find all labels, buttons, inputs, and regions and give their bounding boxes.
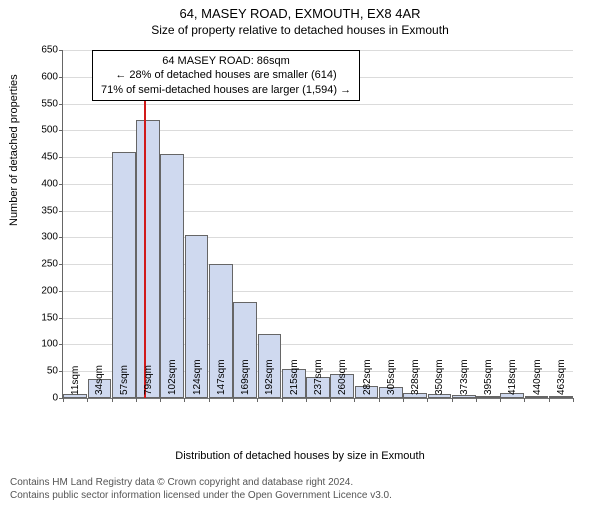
property-marker-line [144,50,146,398]
y-axis-title: Number of detached properties [8,74,20,226]
x-tick-mark [549,398,550,402]
histogram-bar [136,120,160,398]
x-tick-mark [233,398,234,402]
x-tick-label: 328sqm [410,359,421,395]
x-tick-label: 282sqm [362,359,373,395]
x-tick-label: 440sqm [532,359,543,395]
x-tick-mark [403,398,404,402]
y-tick-label: 250 [22,259,58,270]
y-tick-mark [59,211,63,212]
info-line-1: 64 MASEY ROAD: 86sqm [101,54,351,68]
x-tick-mark [452,398,453,402]
x-tick-label: 463sqm [556,359,567,395]
x-tick-mark [330,398,331,402]
y-tick-label: 0 [22,393,58,404]
x-tick-label: 237sqm [313,359,324,395]
x-tick-label: 395sqm [483,359,494,395]
y-tick-label: 500 [22,125,58,136]
x-tick-mark [476,398,477,402]
x-tick-label: 57sqm [119,365,130,395]
y-tick-label: 300 [22,232,58,243]
x-tick-mark [209,398,210,402]
y-tick-mark [59,371,63,372]
x-tick-label: 79sqm [143,365,154,395]
y-tick-label: 200 [22,285,58,296]
y-tick-mark [59,157,63,158]
y-tick-label: 350 [22,205,58,216]
x-tick-label: 147sqm [216,359,227,395]
x-tick-label: 124sqm [192,359,203,395]
x-tick-mark [379,398,380,402]
x-tick-label: 305sqm [386,359,397,395]
x-tick-label: 373sqm [459,359,470,395]
y-tick-mark [59,130,63,131]
y-tick-mark [59,291,63,292]
y-tick-label: 600 [22,71,58,82]
y-tick-mark [59,344,63,345]
page-title: 64, MASEY ROAD, EXMOUTH, EX8 4AR [0,6,600,21]
x-tick-mark [282,398,283,402]
info-line-3: 71% of semi-detached houses are larger (… [101,83,351,97]
x-tick-mark [87,398,88,402]
info-line-2: ← 28% of detached houses are smaller (61… [101,68,351,82]
x-tick-label: 34sqm [94,365,105,395]
histogram-bar [549,396,573,398]
info-box: 64 MASEY ROAD: 86sqm ← 28% of detached h… [92,50,360,101]
histogram-bar [112,152,136,398]
footer-line-2: Contains public sector information licen… [10,490,590,503]
footer-attribution: Contains HM Land Registry data © Crown c… [10,477,590,502]
y-tick-mark [59,104,63,105]
y-tick-label: 150 [22,312,58,323]
x-axis-title: Distribution of detached houses by size … [0,450,600,462]
x-tick-mark [500,398,501,402]
x-tick-mark [257,398,258,402]
x-tick-mark [160,398,161,402]
x-tick-label: 11sqm [70,366,81,395]
x-tick-mark [136,398,137,402]
page-subtitle: Size of property relative to detached ho… [0,23,600,37]
y-tick-mark [59,50,63,51]
y-tick-mark [59,237,63,238]
histogram-bar [476,396,500,398]
grid-line [63,398,573,399]
y-tick-label: 550 [22,98,58,109]
x-tick-label: 418sqm [507,359,518,395]
x-tick-mark [427,398,428,402]
footer-line-1: Contains HM Land Registry data © Crown c… [10,477,590,490]
y-tick-label: 650 [22,45,58,56]
histogram-bar [452,395,476,398]
x-tick-label: 192sqm [264,359,275,395]
y-tick-label: 100 [22,339,58,350]
x-tick-mark [184,398,185,402]
histogram-bar [525,396,549,398]
x-tick-mark [63,398,64,402]
x-tick-mark [112,398,113,402]
x-tick-mark [573,398,574,402]
x-tick-label: 260sqm [337,359,348,395]
x-tick-mark [524,398,525,402]
y-tick-label: 50 [22,366,58,377]
y-tick-mark [59,184,63,185]
y-tick-mark [59,77,63,78]
x-tick-label: 350sqm [434,359,445,395]
y-tick-mark [59,318,63,319]
x-tick-label: 102sqm [167,359,178,395]
x-tick-label: 215sqm [289,359,300,395]
grid-line [63,104,573,105]
chart-plot-area [62,50,573,399]
x-tick-mark [306,398,307,402]
y-tick-label: 400 [22,178,58,189]
y-tick-mark [59,264,63,265]
x-tick-mark [354,398,355,402]
y-tick-label: 450 [22,152,58,163]
x-tick-label: 169sqm [240,359,251,395]
